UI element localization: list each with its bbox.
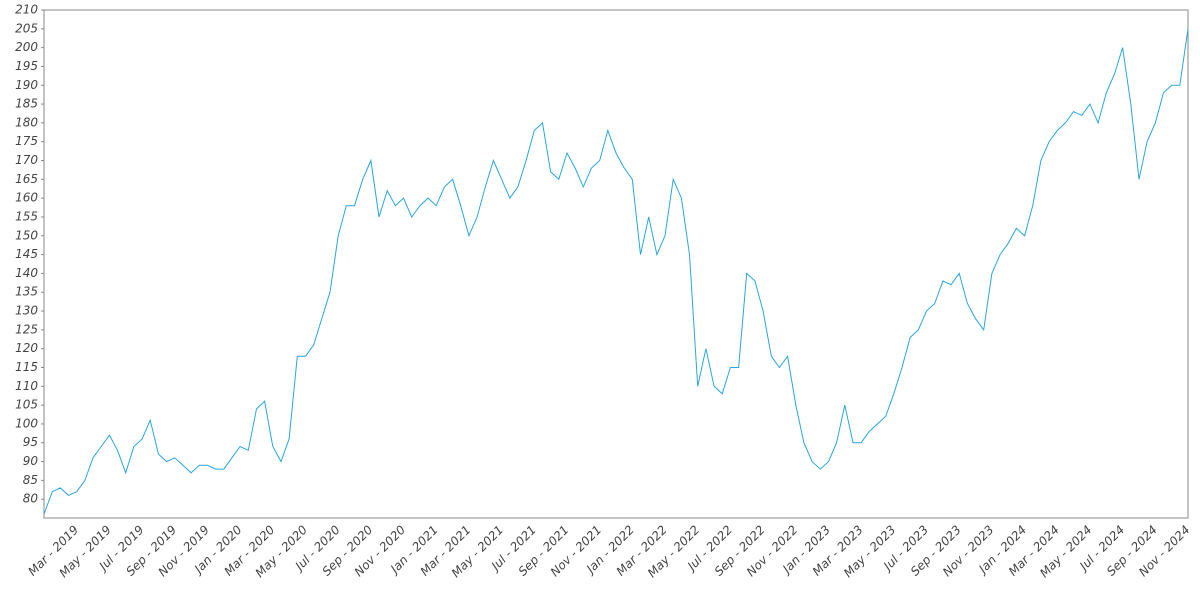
y-tick-label: 150 [15,228,38,242]
y-tick-label: 125 [15,322,38,336]
y-tick-label: 105 [15,398,38,412]
y-tick-label: 200 [15,40,38,54]
y-tick-label: 160 [15,191,38,205]
y-tick-label: 115 [15,360,38,374]
y-tick-label: 145 [15,247,38,261]
y-tick-label: 205 [15,21,38,35]
plot-area [43,9,1189,519]
y-tick-label: 190 [15,78,38,92]
line [43,28,1189,515]
y-tick-label: 165 [15,172,38,186]
y-tick-label: 180 [15,115,38,129]
y-tick-label: 175 [15,134,38,148]
y-tick-label: 140 [15,266,38,280]
y-tick-label: 130 [15,304,38,318]
y-tick-label: 170 [15,153,38,167]
y-tick-label: 195 [15,59,38,73]
y-tick-label: 90 [23,454,39,468]
y-tick-label: 95 [23,435,38,449]
y-tick-label: 185 [15,97,38,111]
y-tick-label: 210 [15,3,38,17]
y-tick-label: 155 [15,209,38,223]
y-tick-label: 100 [15,416,38,430]
y-tick-label: 85 [23,473,38,487]
y-tick-label: 135 [15,285,38,299]
y-tick-label: 80 [23,492,39,506]
y-tick-label: 110 [15,379,38,393]
y-tick-label: 120 [15,341,38,355]
